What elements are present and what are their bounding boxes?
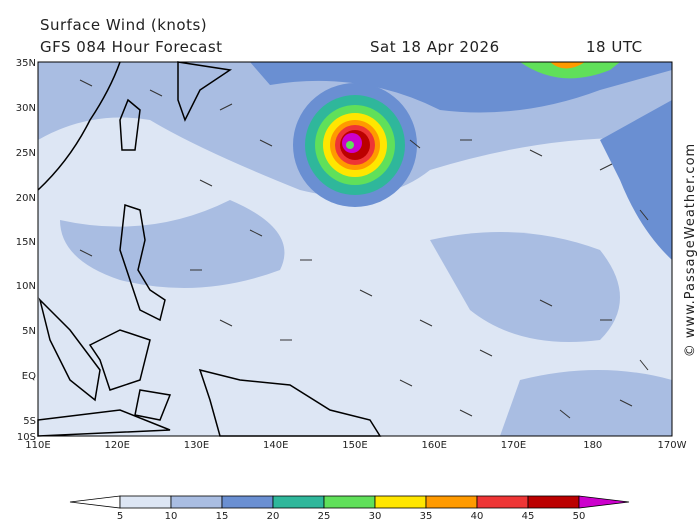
colorbar-arrow (69, 495, 121, 509)
colorbar-segment (170, 495, 223, 509)
lat-label: 20N (16, 193, 36, 204)
colorbar-tick-label: 30 (369, 511, 382, 522)
lat-label: EQ (22, 371, 36, 382)
map (37, 61, 673, 437)
watermark: © www.PassageWeather.com (683, 143, 698, 357)
colorbar-tick-label: 45 (522, 511, 535, 522)
colorbar-tick-label: 5 (117, 511, 123, 522)
lat-label: 15N (16, 237, 36, 248)
lat-label: 30N (16, 103, 36, 114)
colorbar-tick-label: 25 (318, 511, 331, 522)
colorbar-tick-label: 20 (267, 511, 280, 522)
colorbar-arrow (578, 495, 630, 509)
lon-label: 130E (184, 440, 209, 451)
colorbar-segment (425, 495, 478, 509)
colorbar-segment (119, 495, 172, 509)
colorbar-tick-label: 40 (471, 511, 484, 522)
lon-label: 180 (583, 440, 602, 451)
lon-label: 110E (25, 440, 50, 451)
lat-label: 25N (16, 148, 36, 159)
colorbar-segment (527, 495, 580, 509)
colorbar-tick-label: 35 (420, 511, 433, 522)
lon-label: 160E (422, 440, 447, 451)
lon-label: 140E (263, 440, 288, 451)
colorbar-segment (476, 495, 529, 509)
lon-label: 170E (501, 440, 526, 451)
lat-label: 10N (16, 281, 36, 292)
colorbar: 5 10 15 20 25 30 35 40 45 50 (69, 495, 630, 522)
title: Surface Wind (knots) (40, 16, 207, 34)
lat-label: 10S (17, 432, 36, 443)
colorbar-tick-label: 15 (216, 511, 229, 522)
lon-label: 170W (658, 440, 687, 451)
colorbar-segment (374, 495, 427, 509)
lat-label: 5S (23, 416, 36, 427)
lon-label: 120E (105, 440, 130, 451)
lon-label: 150E (342, 440, 367, 451)
date: Sat 18 Apr 2026 (370, 38, 500, 56)
colorbar-segment (221, 495, 274, 509)
lat-label: 35N (16, 58, 36, 69)
colorbar-tick-label: 50 (573, 511, 586, 522)
lat-label: 5N (22, 326, 36, 337)
colorbar-segment (323, 495, 376, 509)
colorbar-tick-label: 10 (165, 511, 178, 522)
time: 18 UTC (586, 38, 643, 56)
subtitle: GFS 084 Hour Forecast (40, 38, 223, 56)
colorbar-segment (272, 495, 325, 509)
